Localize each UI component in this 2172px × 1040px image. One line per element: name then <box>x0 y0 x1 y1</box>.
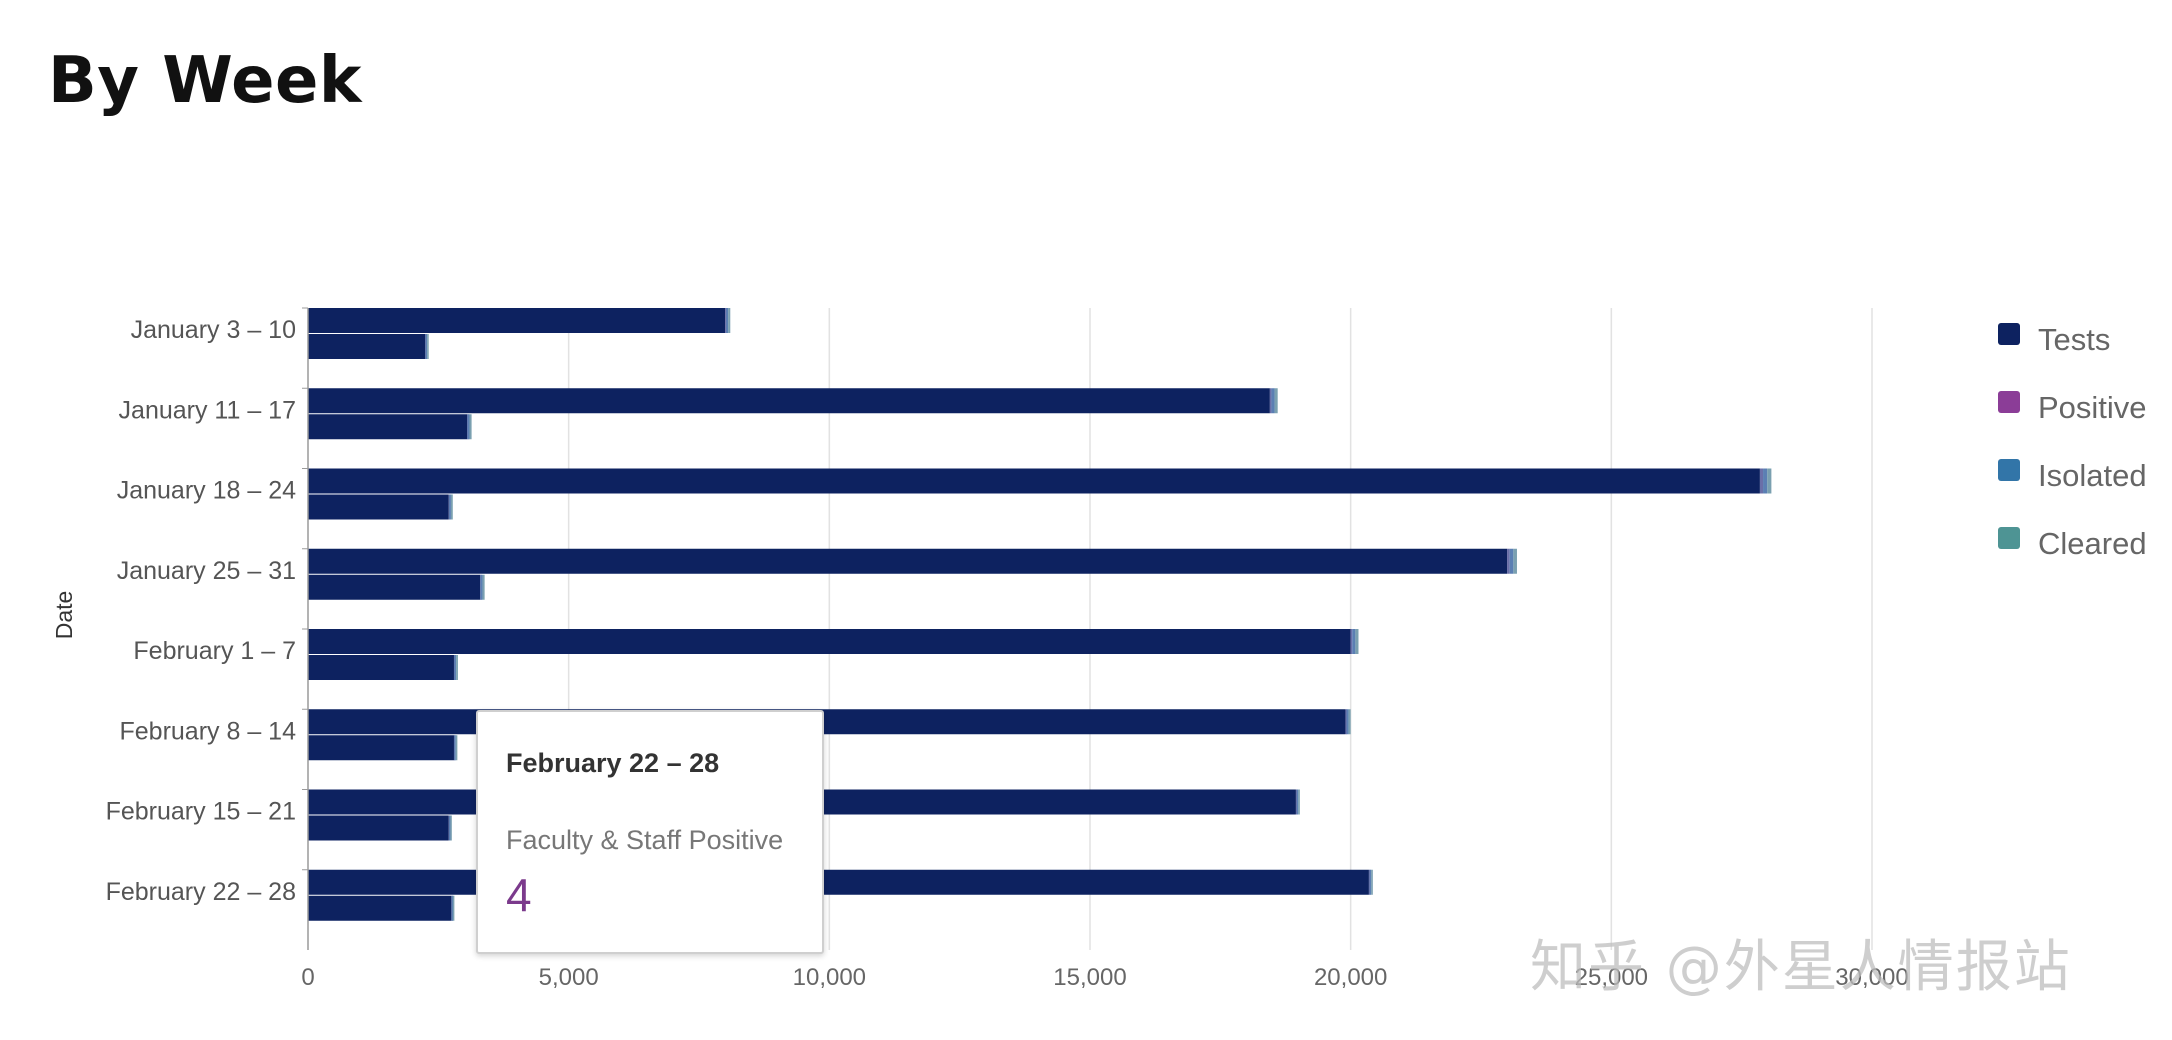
bar-cleared[interactable] <box>1298 789 1300 815</box>
legend-item[interactable]: Positive <box>1998 374 2147 442</box>
legend-label: Isolated <box>2038 458 2147 493</box>
chart-labels: 0 5,000 10,000 15,000 20,000 25,000 30,000 Janu… <box>51 316 1909 991</box>
bar-tests[interactable] <box>308 655 454 680</box>
y-category-label: January 3 – 10 <box>131 316 296 344</box>
bar-isolated[interactable] <box>454 655 457 680</box>
bar-cleared[interactable] <box>1274 388 1278 414</box>
x-tick-label: 5,000 <box>539 964 599 991</box>
bar-isolated[interactable] <box>454 735 456 761</box>
bar-cleared[interactable] <box>450 494 453 520</box>
legend-item[interactable]: Tests <box>1998 306 2147 374</box>
bar-isolated[interactable] <box>449 494 451 520</box>
chart-bars[interactable] <box>308 308 1772 921</box>
bar-cleared[interactable] <box>1371 869 1373 895</box>
bar-isolated[interactable] <box>1352 629 1356 654</box>
bar-cleared[interactable] <box>728 308 731 333</box>
bar-tests[interactable] <box>308 548 1508 574</box>
x-tick-label: 10,000 <box>793 964 866 991</box>
bar-positive[interactable] <box>725 308 727 333</box>
bar-positive[interactable] <box>1345 709 1347 735</box>
bar-cleared[interactable] <box>1348 709 1351 735</box>
bar-cleared[interactable] <box>469 414 472 440</box>
chart-tooltip: February 22 – 28 Faculty & Staff Positiv… <box>476 710 824 954</box>
bar-isolated[interactable] <box>1271 388 1275 414</box>
tooltip-title: February 22 – 28 <box>506 748 720 778</box>
bar-tests[interactable] <box>308 468 1760 494</box>
bar-tests[interactable] <box>308 574 481 600</box>
y-category-label: January 25 – 31 <box>117 557 296 585</box>
bar-tests[interactable] <box>308 895 452 921</box>
y-category-label: February 8 – 14 <box>120 717 297 745</box>
x-tick-label: 15,000 <box>1053 964 1126 991</box>
x-tick-label: 20,000 <box>1314 964 1387 991</box>
bar-isolated[interactable] <box>451 895 454 921</box>
bar-tests[interactable] <box>308 308 726 333</box>
bar-isolated[interactable] <box>449 815 451 841</box>
x-tick-label: 0 <box>301 964 314 991</box>
legend-swatch <box>1998 391 2020 413</box>
bar-tests[interactable] <box>308 869 1369 895</box>
bar-positive[interactable] <box>1759 468 1764 494</box>
bar-cleared[interactable] <box>456 655 458 680</box>
chart-legend: Tests Positive Isolated Cleared <box>1998 306 2147 578</box>
bar-isolated[interactable] <box>1763 468 1768 494</box>
bar-cleared[interactable] <box>1513 548 1517 574</box>
bar-tests[interactable] <box>308 709 1346 735</box>
y-category-label: January 18 – 24 <box>117 477 296 505</box>
bar-isolated[interactable] <box>1509 548 1514 574</box>
bar-positive[interactable] <box>1368 869 1371 895</box>
bar-cleared[interactable] <box>1767 468 1772 494</box>
x-tick-label: 30,000 <box>1835 964 1908 991</box>
bar-cleared[interactable] <box>452 895 455 921</box>
bar-tests[interactable] <box>308 414 468 440</box>
bar-isolated[interactable] <box>480 574 483 600</box>
x-tick-label: 25,000 <box>1575 964 1648 991</box>
bar-isolated[interactable] <box>726 308 729 333</box>
bar-isolated[interactable] <box>1346 709 1349 735</box>
y-category-label: February 1 – 7 <box>133 637 296 665</box>
bar-isolated[interactable] <box>1369 869 1372 895</box>
legend-label: Tests <box>2038 322 2111 357</box>
bar-cleared[interactable] <box>427 334 429 359</box>
bar-positive[interactable] <box>1269 388 1272 414</box>
bar-cleared[interactable] <box>455 735 458 761</box>
watermark: 知乎 @外星人情报站 <box>1530 935 2072 1000</box>
bar-isolated[interactable] <box>467 414 470 440</box>
bar-cleared[interactable] <box>450 815 452 841</box>
y-category-label: February 22 – 28 <box>106 878 296 906</box>
bar-tests[interactable] <box>308 629 1351 654</box>
legend-swatch <box>1998 323 2020 345</box>
legend-label: Cleared <box>2038 526 2147 561</box>
y-axis-title: Date <box>51 591 77 640</box>
bar-isolated[interactable] <box>1296 789 1299 815</box>
bar-cleared[interactable] <box>482 574 485 600</box>
legend-item[interactable]: Isolated <box>1998 442 2147 510</box>
legend-swatch <box>1998 527 2020 549</box>
bar-tests[interactable] <box>308 815 449 841</box>
page-title: By Week <box>48 44 362 118</box>
bar-tests[interactable] <box>308 334 426 359</box>
bar-positive[interactable] <box>1295 789 1298 815</box>
bar-positive[interactable] <box>1350 629 1353 654</box>
y-category-label: January 11 – 17 <box>119 396 296 424</box>
tooltip-value: 4 <box>506 869 532 921</box>
tooltip-series-name: Faculty & Staff Positive <box>506 825 784 855</box>
bar-cleared[interactable] <box>1355 629 1359 654</box>
bar-tests[interactable] <box>308 735 454 761</box>
bar-positive[interactable] <box>1507 548 1510 574</box>
bar-tests[interactable] <box>308 494 449 520</box>
legend-swatch <box>1998 459 2020 481</box>
chart-axes <box>302 307 309 950</box>
bar-tests[interactable] <box>308 388 1270 414</box>
legend-item[interactable]: Cleared <box>1998 510 2147 578</box>
y-category-label: February 15 – 21 <box>106 798 296 826</box>
legend-label: Positive <box>2038 390 2147 425</box>
bar-isolated[interactable] <box>425 334 428 359</box>
